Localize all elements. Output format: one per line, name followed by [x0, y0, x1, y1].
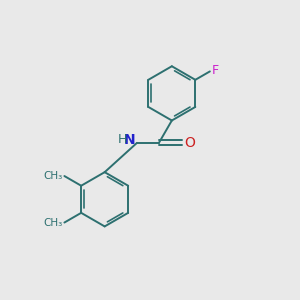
- Text: CH₃: CH₃: [44, 170, 63, 181]
- Text: N: N: [124, 133, 136, 147]
- Text: O: O: [185, 136, 196, 150]
- Text: F: F: [212, 64, 219, 77]
- Text: H: H: [118, 133, 127, 146]
- Text: CH₃: CH₃: [44, 218, 63, 228]
